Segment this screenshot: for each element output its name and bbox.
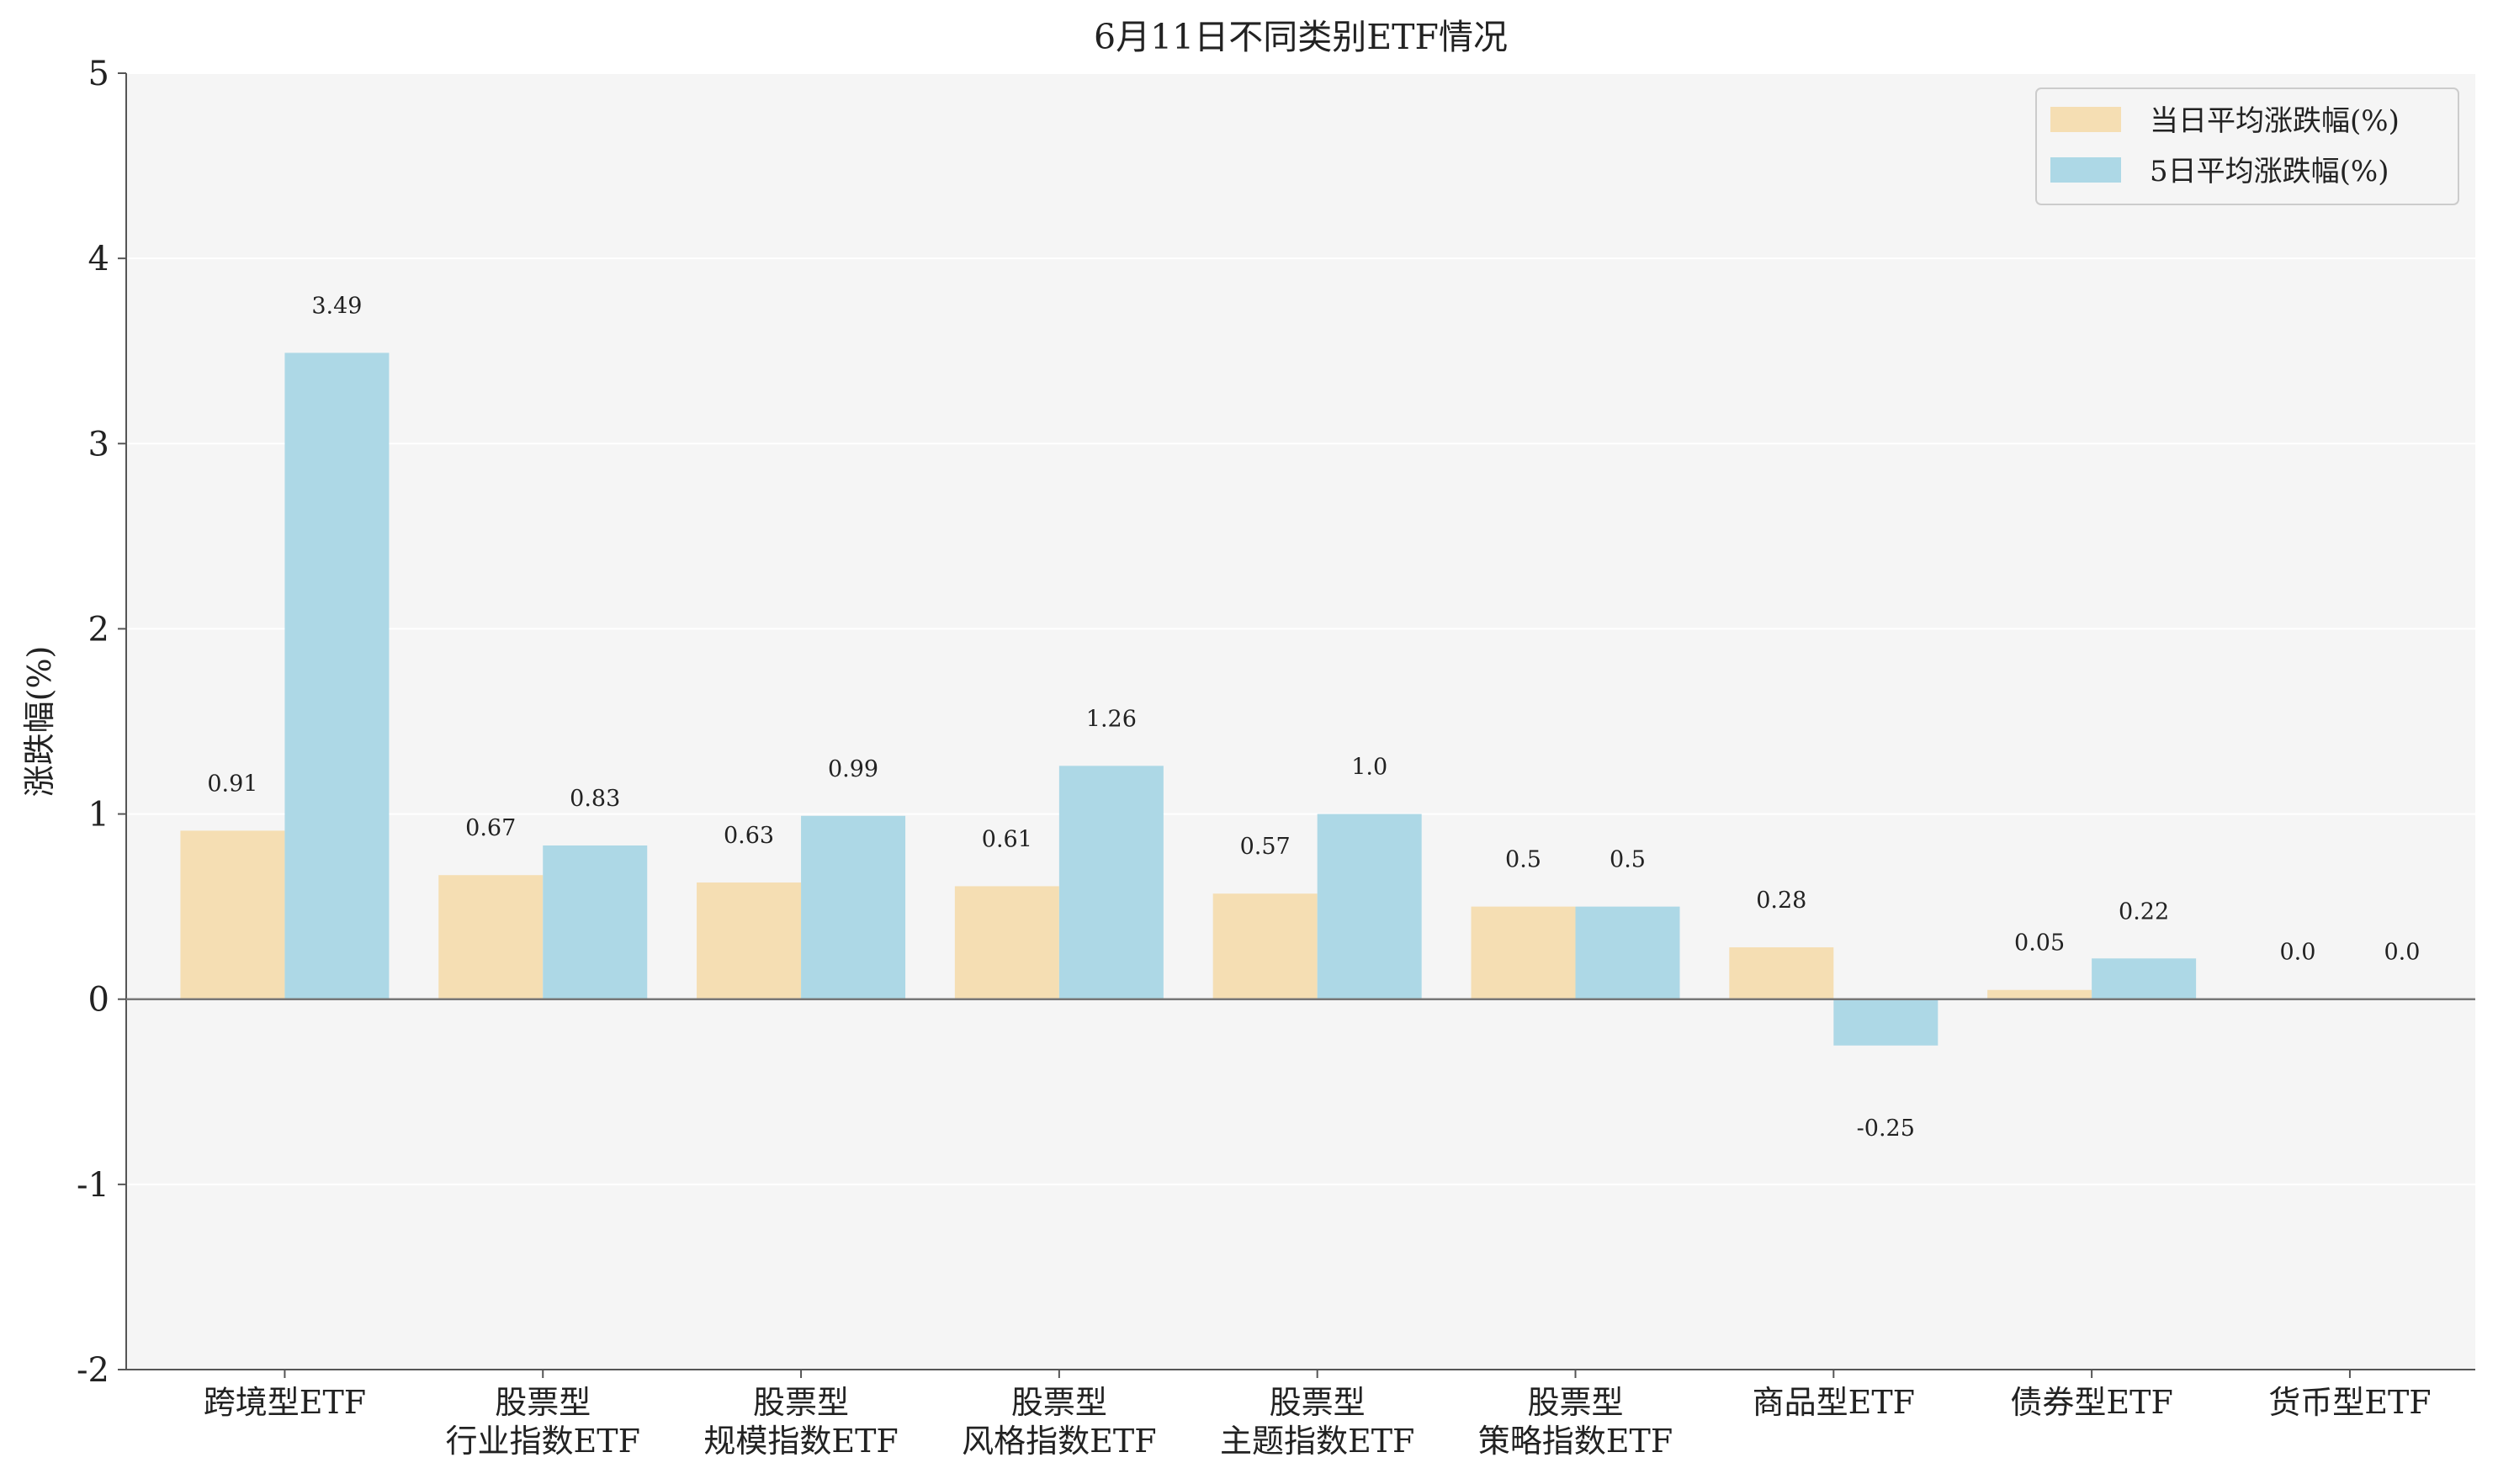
bar-five-day <box>1317 814 1422 999</box>
legend-label: 5日平均涨跌幅(%) <box>2150 155 2389 188</box>
legend-box <box>2035 87 2459 205</box>
data-label: 0.67 <box>465 815 516 841</box>
x-tick-label: 商品型ETF <box>1753 1384 1915 1421</box>
legend-label: 当日平均涨跌幅(%) <box>2150 104 2400 138</box>
bar-daily <box>438 875 544 999</box>
x-tick-label: 规模指数ETF <box>703 1423 898 1460</box>
x-tick-label: 风格指数ETF <box>962 1423 1156 1460</box>
legend-swatch <box>2050 157 2121 183</box>
bar-five-day <box>801 815 906 999</box>
bar-daily <box>180 830 285 999</box>
y-tick-label: 3 <box>88 425 109 464</box>
data-labels: 0.91 3.49 0.67 0.83 0.63 0.99 0.61 1.26 0.57 1.0 0… <box>207 293 2420 1141</box>
data-label: 0.91 <box>207 771 257 797</box>
x-tick-label: 货币型ETF <box>2268 1384 2431 1421</box>
x-tick-label: 股票型 <box>1011 1384 1107 1421</box>
bar-daily <box>1471 906 1576 999</box>
y-tick-label: 0 <box>88 981 109 1020</box>
data-label: 0.5 <box>1505 847 1541 873</box>
bar-five-day <box>1833 999 1938 1046</box>
data-label: 0.61 <box>982 826 1032 852</box>
bar-daily <box>1729 947 1834 999</box>
data-label: 0.0 <box>2384 940 2420 966</box>
bar-daily <box>1212 893 1318 999</box>
data-label: 0.28 <box>1756 888 1806 914</box>
data-label: 0.63 <box>724 823 774 849</box>
x-tick-label: 债券型ETF <box>2010 1384 2172 1421</box>
bar-five-day <box>1575 906 1680 999</box>
x-tick-label: 跨境型ETF <box>204 1384 366 1421</box>
data-label: 1.26 <box>1086 706 1137 732</box>
data-label: 3.49 <box>311 293 362 319</box>
y-tick-label: 2 <box>88 610 109 649</box>
data-label: 0.0 <box>2279 940 2315 966</box>
bar-five-day <box>543 845 648 999</box>
data-label: 0.5 <box>1610 847 1646 873</box>
data-label: 1.0 <box>1351 755 1387 781</box>
x-tick-label: 股票型 <box>1270 1384 1366 1421</box>
data-label: 0.22 <box>2119 898 2169 925</box>
x-tick-label: 股票型 <box>753 1384 849 1421</box>
x-tick-label: 股票型 <box>1527 1384 1623 1421</box>
y-tick-label: 1 <box>88 796 109 835</box>
x-tick-label: 主题指数ETF <box>1220 1423 1414 1460</box>
y-axis-title: 涨跌幅(%) <box>21 646 58 798</box>
y-tick-label: -1 <box>77 1166 109 1205</box>
y-tick-label: 4 <box>88 240 109 278</box>
data-label: -0.25 <box>1857 1116 1915 1142</box>
bar-daily <box>697 882 802 999</box>
data-label: 0.05 <box>2014 930 2065 957</box>
y-tick-label: -2 <box>77 1351 109 1390</box>
plot-background <box>126 73 2475 1370</box>
bar-five-day <box>1058 766 1164 999</box>
x-tick-label: 策略指数ETF <box>1478 1423 1673 1460</box>
bar-five-day <box>284 352 390 999</box>
y-tick-label: 5 <box>88 55 109 93</box>
legend: 当日平均涨跌幅(%) 5日平均涨跌幅(%) <box>2035 87 2459 205</box>
data-label: 0.57 <box>1240 834 1291 860</box>
bar-five-day <box>2092 958 2197 999</box>
legend-swatch <box>2050 107 2121 132</box>
x-tick-label: 股票型 <box>495 1384 591 1421</box>
bar-daily <box>954 886 1059 999</box>
bar-daily <box>1987 989 2092 999</box>
bars <box>180 352 2197 1046</box>
data-label: 0.99 <box>828 756 878 782</box>
x-tick-label: 行业指数ETF <box>446 1423 640 1460</box>
chart-title: 6月11日不同类别ETF情况 <box>1094 17 1508 57</box>
data-label: 0.83 <box>570 786 620 812</box>
